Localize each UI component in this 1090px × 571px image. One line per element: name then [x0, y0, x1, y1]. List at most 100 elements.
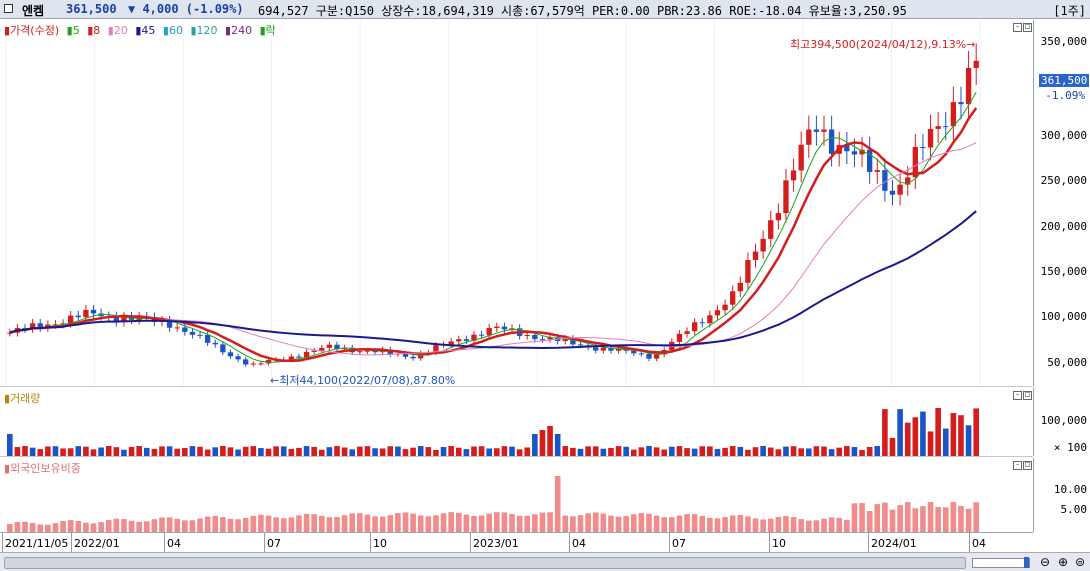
- volume-bar: [532, 434, 538, 456]
- candle: [920, 146, 926, 148]
- candle: [60, 323, 66, 325]
- foreign-ownership-bar: [440, 513, 447, 532]
- current-price: 361,500: [66, 2, 117, 16]
- foreign-ownership-bar: [7, 524, 13, 532]
- candle: [882, 170, 888, 191]
- volume-bar: [653, 447, 660, 456]
- candle: [889, 190, 896, 195]
- volume-bar: [965, 425, 972, 456]
- candle: [699, 322, 705, 324]
- candle: [494, 326, 500, 328]
- legend-ma20[interactable]: ▮20: [107, 24, 128, 37]
- zoom-in-icon[interactable]: ⊕: [1057, 555, 1069, 569]
- horizontal-scrollbar[interactable]: [4, 557, 966, 569]
- candle: [676, 333, 683, 342]
- foreign-ownership-bar: [326, 517, 333, 532]
- zoom-out-icon[interactable]: ⊖: [1039, 555, 1051, 569]
- volume-bar: [395, 446, 401, 456]
- candle: [935, 126, 941, 129]
- volume-bar: [197, 446, 203, 456]
- volume-bar: [912, 417, 919, 456]
- foreign-ownership-bar: [828, 517, 835, 532]
- candle: [83, 309, 89, 318]
- candle: [334, 344, 340, 349]
- volume-bar: [684, 448, 690, 456]
- axis-tick: 350,000: [1040, 35, 1087, 48]
- foreign-ownership-bar: [615, 516, 622, 532]
- legend-lock[interactable]: ▮락: [259, 24, 276, 37]
- stock-name[interactable]: 엔켐: [22, 4, 45, 18]
- panel-maximize-icon[interactable]: □: [1023, 391, 1032, 400]
- volume-bar: [646, 446, 652, 456]
- candle: [7, 332, 13, 334]
- volume-bar: [844, 446, 850, 456]
- candle: [745, 260, 751, 283]
- foreign-ownership-bar: [45, 524, 51, 532]
- legend-ma120[interactable]: ▮120: [190, 24, 218, 37]
- panel-minimize-icon[interactable]: –: [1013, 391, 1022, 400]
- foreign-ownership-bar: [417, 515, 424, 532]
- legend-price[interactable]: ▮가격(수정): [4, 24, 60, 37]
- foreign-ownership-bar: [562, 515, 569, 532]
- x-axis: 2021/11/05 2022/01 04 07 10 2023/01 04 0…: [0, 532, 1033, 553]
- legend-ma5[interactable]: ▮5: [66, 24, 80, 37]
- legend-ma60[interactable]: ▮60: [162, 24, 183, 37]
- foreign-axis: 10.00 5.00: [1033, 458, 1090, 532]
- candle: [562, 338, 568, 342]
- panel-minimize-icon[interactable]: –: [1013, 461, 1022, 470]
- x-label: 10: [370, 533, 387, 553]
- foreign-ownership-bar: [14, 522, 21, 532]
- volume-bar: [98, 447, 104, 456]
- volume-bar: [227, 447, 234, 456]
- window-checkbox-icon[interactable]: [4, 4, 13, 13]
- panel-maximize-icon[interactable]: □: [1023, 461, 1032, 470]
- foreign-ownership-bar: [455, 512, 462, 532]
- candle: [433, 345, 439, 353]
- volume-bar: [151, 448, 158, 456]
- foreign-ownership-bar: [60, 520, 66, 532]
- legend-ma240[interactable]: ▮240: [225, 24, 253, 37]
- volume-bar: [577, 448, 584, 456]
- foreign-ownership-bar: [630, 514, 637, 532]
- legend-ma45[interactable]: ▮45: [135, 24, 156, 37]
- volume-bar: [608, 448, 614, 456]
- foreign-ownership-bar: [874, 504, 881, 532]
- zoom-reset-icon[interactable]: ⊜: [1074, 555, 1086, 569]
- volume-bar: [60, 448, 66, 456]
- volume-bar: [159, 446, 165, 456]
- foreign-ownership-bar: [547, 512, 553, 532]
- foreign-ownership-bar: [220, 517, 226, 532]
- volume-bar: [539, 430, 546, 456]
- volume-bar: [752, 447, 759, 456]
- foreign-ownership-bar: [524, 515, 531, 532]
- foreign-ownership-bar: [143, 521, 150, 532]
- foreign-ownership-bar: [912, 508, 919, 532]
- volume-panel[interactable]: ▮거래량 – □: [0, 388, 1033, 457]
- price-chart-svg: [5, 20, 981, 386]
- volume-bar: [638, 447, 645, 456]
- foreign-ownership-bar: [973, 502, 979, 532]
- period-selector[interactable]: [1주]: [1053, 4, 1086, 18]
- candle: [973, 60, 979, 68]
- legend-ma8[interactable]: ▮8: [87, 24, 101, 37]
- axis-tick: 10.00: [1053, 483, 1087, 496]
- foreign-ownership-bar: [166, 517, 173, 532]
- volume-bar: [455, 447, 462, 456]
- foreign-ownership-bar: [379, 516, 386, 532]
- x-label: 07: [669, 533, 686, 553]
- candle: [189, 331, 196, 335]
- stock-header: 엔켐 361,500 ▼ 4,000 (-1.09%) 694,527 구분:Q…: [0, 0, 1090, 19]
- panel-maximize-icon[interactable]: □: [1023, 23, 1032, 32]
- foreign-ownership-bar: [296, 515, 302, 532]
- foreign-ownership-panel[interactable]: ▮외국인보유비중 – □: [0, 458, 1033, 532]
- volume-bar: [357, 446, 363, 456]
- price-legend: ▮가격(수정) ▮5 ▮8 ▮20 ▮45 ▮60 ▮120 ▮240 ▮락: [4, 22, 280, 38]
- zoom-slider[interactable]: [972, 557, 1030, 568]
- price-chart-panel[interactable]: ▮가격(수정) ▮5 ▮8 ▮20 ▮45 ▮60 ▮120 ▮240 ▮락 최…: [0, 20, 1033, 387]
- zoom-slider-handle[interactable]: [1024, 557, 1029, 568]
- foreign-ownership-bar: [509, 514, 515, 532]
- foreign-ownership-bar: [494, 512, 500, 532]
- volume-bar: [387, 446, 394, 456]
- panel-minimize-icon[interactable]: –: [1013, 23, 1022, 32]
- candle: [897, 184, 903, 195]
